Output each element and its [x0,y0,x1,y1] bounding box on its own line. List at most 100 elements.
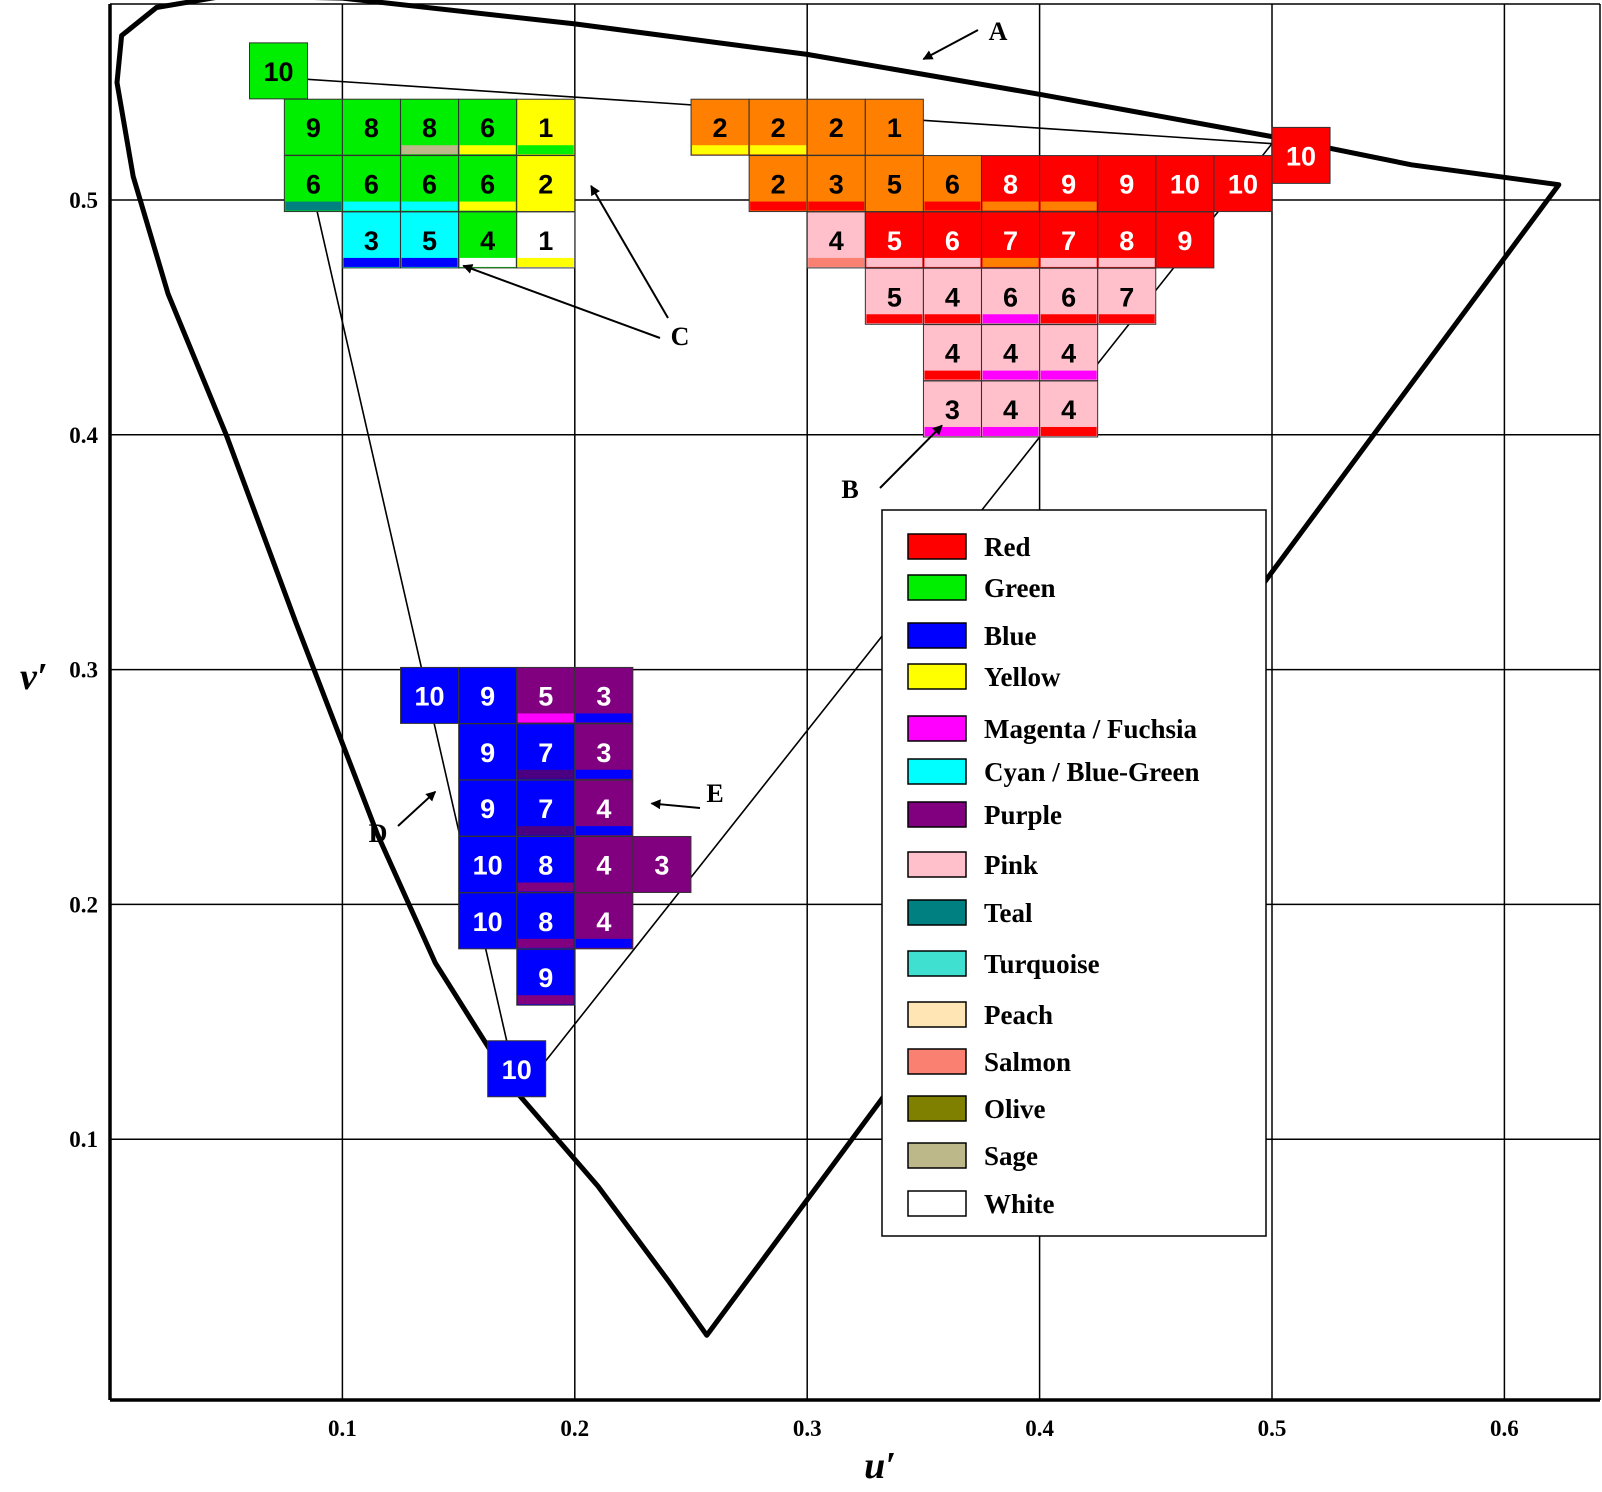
plot-frame-layer [108,3,1601,1402]
color-cell: 9 [283,98,343,156]
legend-label: White [984,1189,1055,1219]
callout-arrow [397,790,437,827]
legend-label: Red [984,532,1031,562]
cell-count-label: 9 [1177,226,1192,256]
cell-count-label: 10 [1286,141,1316,171]
cell-stripe [982,201,1039,211]
color-cell: 5 [864,267,924,325]
color-cell: 6 [981,267,1041,325]
legend-swatch [907,1095,967,1122]
color-cell: 2 [690,98,750,156]
color-cell: 3 [574,666,634,724]
color-cell: 8 [341,98,401,156]
legend-item: Cyan / Blue-Green [907,757,1200,787]
cell-count-label: 3 [654,850,669,880]
cell-stripe [1040,314,1097,324]
cell-count-label: 9 [538,963,553,993]
cell-count-label: 6 [480,170,495,200]
cell-count-label: 7 [538,738,553,768]
color-cell: 3 [632,835,692,893]
color-cell: 10 [400,666,460,724]
color-cell: 6 [400,155,460,213]
cell-count-label: 8 [422,113,437,143]
cell-swatch [1213,155,1273,213]
cell-count-label: 5 [887,282,902,312]
legend-swatch [907,715,967,742]
cell-count-label: 1 [538,226,553,256]
cell-count-label: 5 [887,170,902,200]
legend-label: Salmon [984,1047,1071,1077]
x-axis-title: u′ [864,1445,896,1487]
legend-label: Green [984,573,1055,603]
cells-layer: 10 9 8 8 6 1 6 6 6 6 2 3 5 4 1 2 2 2 1 2 3 5 6 8 9 9 10 10 10 4 5 6 7 7 8 9… [248,42,1331,1098]
x-tick-label: 0.3 [793,1416,822,1441]
legend-swatch [907,622,967,649]
cell-stripe [575,713,632,723]
cell-count-label: 4 [1003,339,1018,369]
color-cell: 6 [922,155,982,213]
color-cell: 9 [1097,155,1157,213]
cell-swatch [341,98,401,156]
y-tick-label: 0.2 [69,892,98,917]
legend-label: Magenta / Fuchsia [984,714,1197,744]
legend-item: Teal [907,898,1033,928]
cell-count-label: 8 [364,113,379,143]
legend-swatch [907,851,967,878]
cell-stripe [343,201,400,211]
color-cell: 9 [458,779,518,837]
color-cell: 1 [864,98,924,156]
color-cell: 7 [516,723,576,781]
color-cell: 3 [922,380,982,438]
color-cell: 1 [516,211,576,269]
callout-arrow [650,799,701,810]
cell-count-label: 7 [1119,282,1134,312]
cell-swatch [574,835,634,893]
cell-stripe [982,257,1039,267]
cell-count-label: 8 [538,907,553,937]
cell-count-label: 4 [1003,395,1018,425]
x-tick-label: 0.5 [1258,1416,1287,1441]
color-cell: 6 [458,155,518,213]
color-cell: 9 [458,723,518,781]
cell-count-label: 10 [473,907,503,937]
legend: Red Green Blue Yellow Magenta / Fuchsia Cyan … [881,509,1267,1237]
legend-item: Olive [907,1094,1046,1124]
x-tick-label: 0.6 [1490,1416,1519,1441]
cell-stripe [866,314,923,324]
legend-item: Salmon [907,1047,1071,1077]
cell-count-label: 9 [306,113,321,143]
color-cell: 4 [1039,324,1099,382]
cell-count-label: 4 [596,907,611,937]
color-cell: 4 [574,779,634,837]
legend-item: Peach [907,1000,1053,1030]
legend-label: Yellow [984,662,1061,692]
cell-count-label: 10 [502,1055,532,1085]
color-cell: 6 [922,211,982,269]
legend-item: Red [907,532,1031,562]
color-cell: 4 [1039,380,1099,438]
legend-label: Turquoise [984,949,1100,979]
color-cell: 10 [248,42,308,100]
legend-label: Sage [984,1141,1038,1171]
callout-label: D [369,819,388,848]
color-cell: 5 [864,211,924,269]
cell-swatch [632,835,692,893]
cell-count-label: 6 [945,170,960,200]
color-cell: 5 [516,666,576,724]
cell-stripe [808,201,865,211]
cell-count-label: 4 [480,226,495,256]
cell-count-label: 3 [945,395,960,425]
cell-count-label: 4 [596,850,611,880]
color-cell: 10 [487,1040,547,1098]
cell-swatch [1271,126,1331,184]
legend-swatch [907,533,967,560]
cell-swatch [248,42,308,100]
annotation-layer: A B C D E [369,17,1008,848]
cell-stripe [924,257,981,267]
cell-count-label: 5 [422,226,437,256]
legend-swatch [907,758,967,785]
legend-item: Pink [907,850,1038,880]
cell-stripe [401,145,458,155]
callout-arrow [462,264,661,339]
